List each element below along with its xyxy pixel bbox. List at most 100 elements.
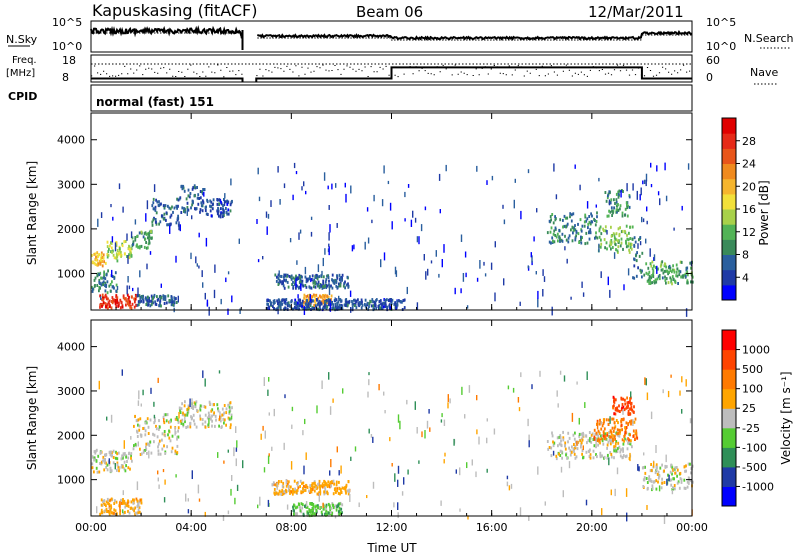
- echo-cell: [642, 466, 645, 469]
- echo-cell: [128, 247, 131, 251]
- echo-cell: [621, 438, 624, 442]
- echo-cell: [296, 512, 298, 516]
- echo-cell: [199, 406, 201, 410]
- echo-cell: [133, 509, 135, 513]
- echo-cell: [125, 297, 127, 301]
- echo-cell: [641, 251, 644, 255]
- echo-cell: [690, 280, 692, 284]
- echo-cell: [346, 303, 349, 307]
- echo-cell: [341, 486, 344, 490]
- echo-cell: [335, 508, 338, 512]
- echo-cell: [203, 191, 205, 197]
- echo-cell: [536, 208, 538, 213]
- echo-cell: [520, 372, 522, 378]
- echo-cell: [310, 502, 313, 506]
- echo-cell: [561, 450, 563, 454]
- echo-cell: [275, 491, 278, 495]
- echo-cell: [116, 463, 119, 467]
- echo-cell: [528, 515, 530, 521]
- echo-cell: [324, 507, 327, 511]
- echo-cell: [665, 281, 667, 285]
- echo-cell: [610, 452, 613, 456]
- echo-cell: [203, 405, 206, 408]
- echo-cell: [591, 214, 593, 218]
- echo-cell: [620, 237, 623, 241]
- echo-cell: [574, 164, 576, 169]
- echo-cell: [99, 294, 102, 298]
- echo-cell: [137, 508, 140, 512]
- echo-cell: [291, 492, 294, 496]
- echo-cell: [345, 304, 347, 307]
- echo-cell: [332, 492, 335, 496]
- echo-cell: [616, 432, 619, 436]
- echo-cell: [134, 506, 137, 510]
- echo-cell: [105, 283, 108, 287]
- echo-cell: [686, 281, 689, 285]
- echo-cell: [652, 269, 655, 273]
- echo-cell: [307, 302, 310, 308]
- echo-cell: [113, 276, 116, 280]
- echo-cell: [93, 252, 96, 256]
- echo-cell: [193, 419, 195, 423]
- echo-cell: [107, 502, 109, 505]
- echo-cell: [104, 302, 107, 306]
- echo-cell: [279, 280, 282, 284]
- echo-cell: [336, 446, 338, 453]
- echo-cell: [94, 276, 97, 280]
- echo-cell: [391, 221, 393, 230]
- echo-cell: [131, 302, 134, 306]
- echo-cell: [309, 294, 311, 302]
- echo-cell: [223, 199, 226, 207]
- echo-cell: [394, 301, 397, 305]
- echo-cell: [611, 437, 614, 441]
- echo-cell: [294, 306, 296, 309]
- echo-cell: [602, 227, 604, 231]
- echo-cell: [559, 239, 561, 243]
- echo-cell: [685, 308, 688, 317]
- echo-cell: [267, 499, 270, 507]
- echo-cell: [187, 509, 190, 514]
- echo-cell: [157, 377, 159, 383]
- echo-cell: [126, 460, 128, 463]
- echo-cell: [423, 254, 425, 261]
- echo-cell: [475, 471, 477, 478]
- echo-cell: [233, 447, 235, 457]
- echo-cell: [140, 295, 143, 299]
- echo-cell: [317, 504, 319, 508]
- echo-cell: [305, 452, 307, 460]
- echo-cell: [280, 275, 283, 278]
- echo-cell: [630, 243, 633, 246]
- echo-cell: [184, 420, 186, 424]
- echo-cell: [626, 237, 629, 241]
- echo-cell: [158, 222, 160, 226]
- echo-cell: [528, 434, 530, 441]
- nave-trace: [91, 63, 692, 78]
- echo-cell: [137, 441, 139, 447]
- echo-cell: [574, 431, 576, 435]
- echo-cell: [132, 498, 134, 502]
- echo-cell: [618, 234, 621, 238]
- echo-cell: [150, 294, 153, 298]
- echo-cell: [625, 406, 628, 410]
- echo-cell: [662, 389, 664, 394]
- echo-cell: [219, 215, 222, 219]
- echo-cell: [115, 289, 118, 293]
- echo-cell: [93, 261, 96, 265]
- echo-cell: [661, 463, 663, 467]
- echo-cell: [397, 414, 400, 423]
- echo-cell: [92, 287, 94, 291]
- echo-cell: [613, 435, 616, 439]
- echo-cell: [315, 293, 318, 297]
- echo-cell: [177, 429, 179, 433]
- echo-cell: [163, 444, 165, 448]
- echo-cell: [484, 273, 487, 277]
- echo-cell: [630, 422, 632, 426]
- echo-cell: [396, 303, 399, 307]
- echo-cell: [155, 303, 158, 306]
- echo-cell: [175, 474, 177, 478]
- echo-cell: [159, 220, 162, 224]
- echo-cell: [632, 429, 635, 433]
- echo-cell: [133, 444, 135, 448]
- echo-cell: [171, 205, 173, 209]
- colorbar-tick-label: -1000: [742, 480, 774, 493]
